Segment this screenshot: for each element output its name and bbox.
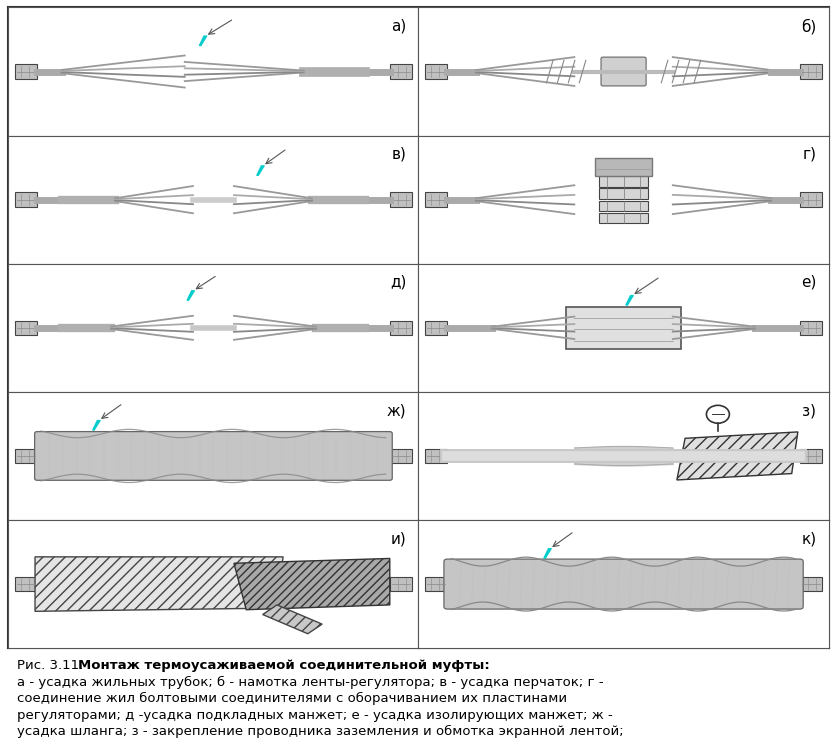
Bar xyxy=(565,307,681,349)
Bar xyxy=(14,448,37,463)
Bar xyxy=(14,577,37,592)
Bar xyxy=(390,577,412,592)
Bar xyxy=(599,188,647,199)
Text: ж): ж) xyxy=(386,403,405,418)
Bar xyxy=(799,192,822,207)
Text: и): и) xyxy=(390,531,405,546)
Bar xyxy=(390,320,412,335)
Bar xyxy=(14,64,37,79)
Text: регуляторами; д -усадка подкладных манжет; е - усадка изолирующих манжет; ж -: регуляторами; д -усадка подкладных манже… xyxy=(17,708,612,722)
Bar xyxy=(799,64,822,79)
Text: д): д) xyxy=(390,275,405,290)
Bar xyxy=(799,448,822,463)
FancyBboxPatch shape xyxy=(34,431,392,481)
Bar xyxy=(594,158,651,176)
Text: соединение жил болтовыми соединителями с оборачиванием их пластинами: соединение жил болтовыми соединителями с… xyxy=(17,692,566,706)
Polygon shape xyxy=(234,559,390,609)
Text: Рис. 3.11.: Рис. 3.11. xyxy=(17,659,87,672)
Polygon shape xyxy=(35,557,283,612)
FancyBboxPatch shape xyxy=(600,57,645,86)
Bar xyxy=(799,577,822,592)
Text: г): г) xyxy=(802,147,815,162)
Bar xyxy=(390,448,412,463)
Text: в): в) xyxy=(391,147,405,162)
Text: а - усадка жильных трубок; б - намотка ленты-регулятора; в - усадка перчаток; г : а - усадка жильных трубок; б - намотка л… xyxy=(17,676,603,688)
Bar xyxy=(599,177,647,186)
Bar xyxy=(424,577,446,592)
Text: усадка шланга; з - закрепление проводника заземления и обмотка экранной лентой;: усадка шланга; з - закрепление проводник… xyxy=(17,725,623,738)
Polygon shape xyxy=(676,432,797,480)
Bar xyxy=(390,64,412,79)
Bar xyxy=(424,64,446,79)
Bar xyxy=(424,320,446,335)
Bar xyxy=(424,448,446,463)
FancyBboxPatch shape xyxy=(443,559,803,609)
Text: а): а) xyxy=(390,19,405,34)
Bar xyxy=(599,213,647,223)
Polygon shape xyxy=(263,605,322,634)
Text: Монтаж термоусаживаемой соединительной муфты:: Монтаж термоусаживаемой соединительной м… xyxy=(78,659,489,672)
Text: з): з) xyxy=(802,403,815,418)
Text: и - намотка ленты-герметика; к - усадка защитного кожуха: и - намотка ленты-герметика; к - усадка … xyxy=(17,742,441,745)
Text: е): е) xyxy=(800,275,815,290)
Bar xyxy=(14,320,37,335)
Bar xyxy=(599,200,647,211)
Bar xyxy=(390,192,412,207)
Bar xyxy=(799,320,822,335)
Text: б): б) xyxy=(800,19,815,34)
Text: к): к) xyxy=(800,531,815,546)
Bar xyxy=(424,192,446,207)
Bar xyxy=(14,192,37,207)
